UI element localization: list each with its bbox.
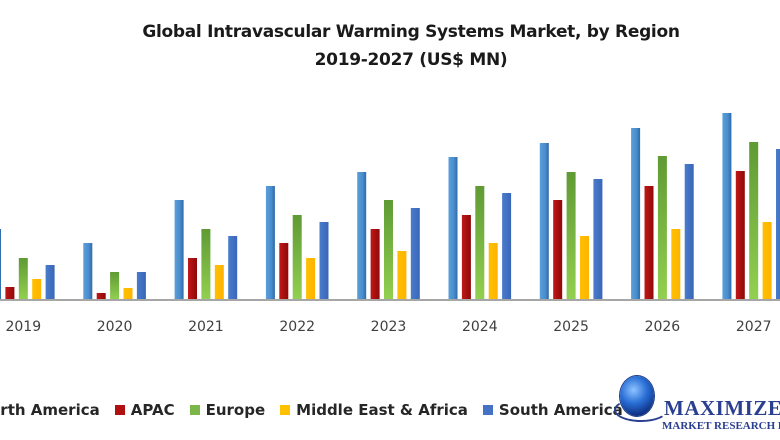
bar-north-america-2027 <box>722 113 732 300</box>
bar-middle-east-africa-2025 <box>580 236 589 300</box>
bar-middle-east-africa-2021 <box>214 265 224 300</box>
bar-europe-2024 <box>475 186 485 300</box>
bar-europe-2026 <box>657 156 667 300</box>
bar-south-america-2019 <box>45 265 55 300</box>
x-tick-label: 2020 <box>97 319 133 335</box>
logo-title: MAXIMIZE <box>664 396 780 420</box>
bar-europe-2022 <box>292 215 302 300</box>
bar-apac-2026 <box>644 186 654 300</box>
legend-label: Middle East & Africa <box>296 401 468 419</box>
bar-south-america-2020 <box>136 272 146 300</box>
bar-apac-2024 <box>461 215 471 300</box>
bar-south-america-2024 <box>502 193 512 300</box>
bar-north-america-2022 <box>265 186 275 300</box>
legend-item: South America <box>482 401 623 419</box>
x-tick-label: 2026 <box>645 319 681 335</box>
bar-south-america-2021 <box>228 236 238 300</box>
bar-europe-2023 <box>384 200 393 300</box>
bar-south-america-2022 <box>319 222 329 300</box>
legend-item: Europe <box>189 401 266 419</box>
legend-swatch <box>189 405 200 415</box>
bar-north-america-2023 <box>357 172 367 300</box>
bar-south-america-2025 <box>593 179 603 300</box>
bar-apac-2020 <box>96 293 106 300</box>
bar-middle-east-africa-2024 <box>488 243 498 300</box>
legend-item: APAC <box>114 401 175 419</box>
bar-middle-east-africa-2022 <box>306 258 316 300</box>
bar-middle-east-africa-2027 <box>762 222 772 300</box>
chart-subtitle: 2019-2027 (US$ MN) <box>314 50 508 70</box>
x-tick-label: 2024 <box>462 319 498 335</box>
bar-middle-east-africa-2026 <box>671 229 681 300</box>
bar-europe-2027 <box>749 142 759 300</box>
legend-item: Middle East & Africa <box>280 401 468 419</box>
bar-middle-east-africa-2019 <box>32 279 42 300</box>
bar-europe-2020 <box>110 272 120 300</box>
x-tick-label: 2023 <box>371 319 407 335</box>
legend-label: APAC <box>130 401 175 419</box>
bar-apac-2025 <box>553 200 563 300</box>
legend-label: orth America <box>0 401 100 419</box>
bar-south-america-2027 <box>776 149 780 300</box>
bar-middle-east-africa-2023 <box>397 251 407 300</box>
bar-north-america-2019 <box>0 229 1 300</box>
legend-swatch <box>280 405 291 415</box>
legend-swatch <box>482 405 493 415</box>
bar-europe-2021 <box>201 229 211 300</box>
x-tick-label: 2021 <box>188 319 224 335</box>
x-tick-label: 2022 <box>279 319 315 335</box>
legend-label: Europe <box>205 401 266 419</box>
x-tick-label: 2019 <box>5 319 41 335</box>
chart-title: Global Intravascular Warming Systems Mar… <box>142 22 680 42</box>
bar-apac-2022 <box>279 243 289 300</box>
logo-subtitle: MARKET RESEARCH PVT. LT <box>662 420 780 432</box>
legend-label: South America <box>498 401 623 419</box>
bar-apac-2019 <box>5 287 15 300</box>
bar-south-america-2026 <box>684 164 694 300</box>
legend: orth America APAC Europe Middle East & Afri… <box>0 401 638 419</box>
bar-apac-2027 <box>735 171 745 300</box>
bar-apac-2021 <box>188 258 197 300</box>
x-tick-label: 2027 <box>736 319 772 335</box>
globe-ring-icon <box>614 398 668 422</box>
bar-north-america-2025 <box>539 143 549 300</box>
bar-apac-2023 <box>370 229 380 300</box>
bar-south-america-2023 <box>410 208 420 300</box>
bar-north-america-2024 <box>448 157 458 300</box>
bar-north-america-2026 <box>631 128 641 300</box>
x-tick-label: 2025 <box>553 319 589 335</box>
maximize-logo: MAXIMIZE MARKET RESEARCH PVT. LT <box>612 376 780 440</box>
legend-swatch <box>114 405 125 415</box>
bar-europe-2019 <box>18 258 28 300</box>
legend-item: orth America <box>0 401 100 419</box>
bar-middle-east-africa-2020 <box>123 288 133 300</box>
bar-north-america-2021 <box>174 200 184 300</box>
bar-europe-2025 <box>566 172 576 300</box>
bar-north-america-2020 <box>83 243 93 300</box>
